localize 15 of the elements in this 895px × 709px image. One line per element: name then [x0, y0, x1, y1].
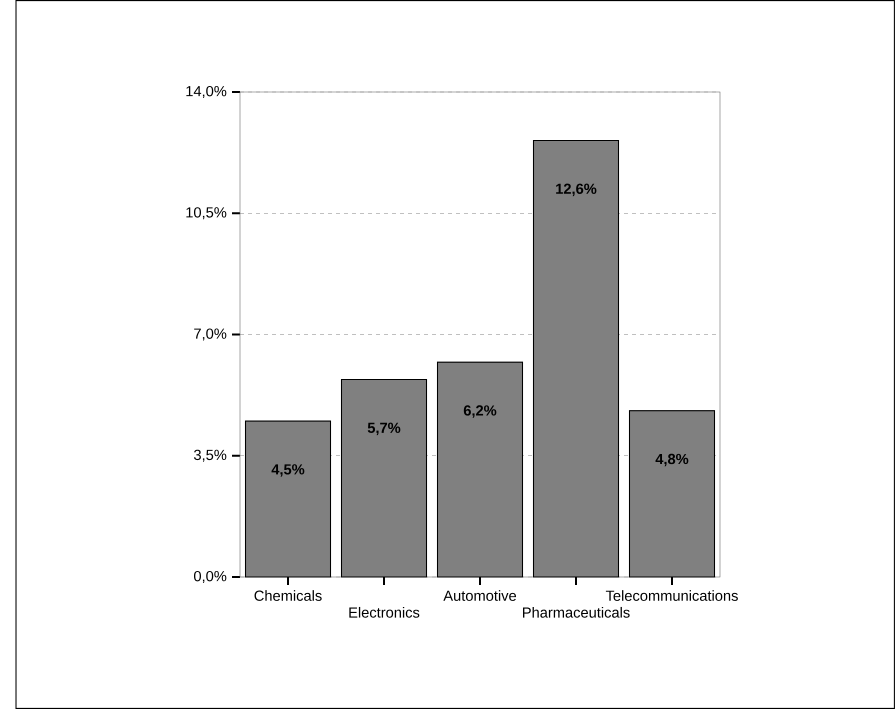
y-tick-label: 3,5%	[194, 450, 226, 462]
x-tick-label: Automotive	[443, 590, 516, 601]
data-label: 5,7%	[368, 422, 400, 436]
data-label: 4,8%	[656, 454, 688, 466]
y-tick-label: 0,0%	[194, 570, 226, 584]
y-tick-label: 10,5%	[186, 207, 226, 220]
data-label: 6,2%	[464, 405, 496, 418]
y-tick-label: 14,0%	[186, 86, 226, 98]
y-tick-label: 7,0%	[194, 328, 226, 341]
data-label: 12,6%	[556, 184, 596, 196]
x-tick-label: Pharmaceuticals	[523, 606, 630, 618]
data-label: 4,5%	[272, 464, 304, 477]
x-tick-label: Telecommunications	[606, 590, 738, 601]
x-tick-label: Chemicals	[254, 590, 322, 601]
x-tick-label: Electronics	[349, 606, 420, 618]
